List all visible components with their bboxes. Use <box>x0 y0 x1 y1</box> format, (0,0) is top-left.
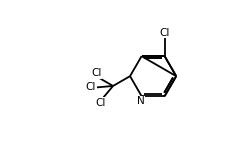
Text: Cl: Cl <box>160 28 170 38</box>
Text: Cl: Cl <box>85 82 96 92</box>
Text: Cl: Cl <box>91 68 102 78</box>
Text: N: N <box>137 96 145 106</box>
Text: Cl: Cl <box>95 98 105 108</box>
